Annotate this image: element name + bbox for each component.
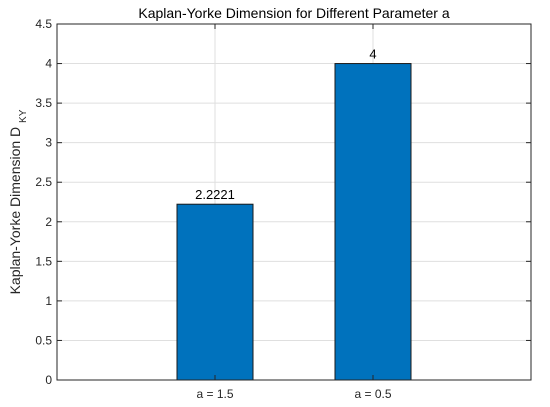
x-tick-label: a = 1.5 <box>196 387 233 401</box>
y-tick-label: 4 <box>45 57 52 71</box>
x-tick-label: a = 0.5 <box>354 387 391 401</box>
y-axis-label: Kaplan-Yorke Dimension D KY <box>7 109 29 294</box>
y-tick-label: 3.5 <box>35 96 52 110</box>
y-tick-label: 0.5 <box>35 333 52 347</box>
data-label-2: 4 <box>369 47 376 62</box>
bar-2 <box>334 63 412 381</box>
y-tick-label: 2 <box>45 215 52 229</box>
y-tick-label: 2.5 <box>35 175 52 189</box>
y-tick-label: 0 <box>45 373 52 387</box>
labels: 2.2221 4 <box>195 47 377 203</box>
bar-1 <box>176 203 254 381</box>
ticks: 0 0.5 1 1.5 2 2.5 3 3.5 4 4.5 a = 1.5 a = 0.5 <box>35 17 531 401</box>
chart-title: Kaplan-Yorke Dimension for Different Par… <box>138 5 449 21</box>
axes-box <box>56 23 532 381</box>
y-tick-label: 4.5 <box>35 17 52 31</box>
y-tick-label: 3 <box>45 136 52 150</box>
y-tick-label: 1 <box>45 294 52 308</box>
axes <box>56 23 532 381</box>
y-axis-label-main: Kaplan-Yorke Dimension D <box>7 127 23 295</box>
bars <box>176 63 412 381</box>
y-tick-label: 1.5 <box>35 254 52 268</box>
data-label-1: 2.2221 <box>195 187 235 202</box>
y-axis-label-subscript: KY <box>18 109 29 123</box>
